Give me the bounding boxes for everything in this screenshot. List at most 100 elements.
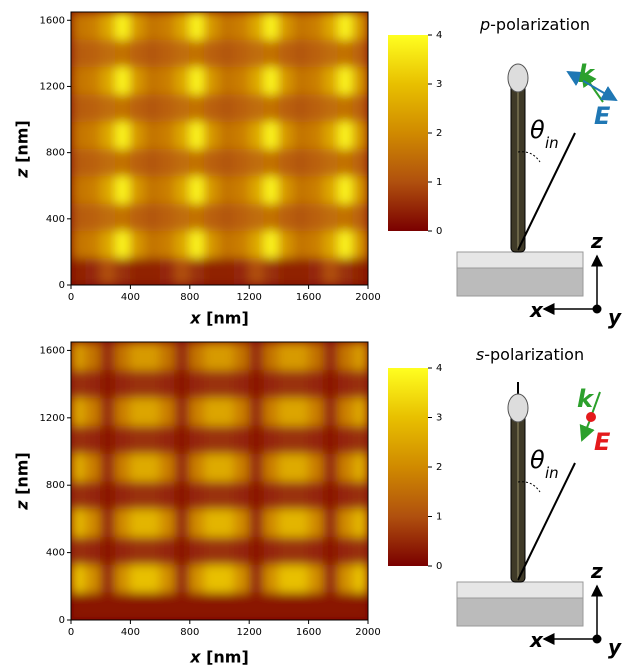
heatmap-cell — [308, 342, 324, 371]
heatmap-cell — [115, 230, 131, 258]
heatmap-cell — [234, 592, 250, 621]
heatmap-cell — [219, 230, 235, 258]
heatmap-cell — [204, 12, 220, 40]
heatmap-cell — [278, 175, 294, 203]
heatmap-cell — [308, 175, 324, 203]
heatmap-cell — [249, 230, 265, 258]
heatmap-cell — [219, 66, 235, 94]
diagram-title: s-polarization — [476, 345, 584, 364]
heatmap-cells — [71, 12, 369, 286]
heatmap-cell — [338, 369, 354, 398]
heatmap-cell — [308, 12, 324, 40]
heatmap-cell — [219, 397, 235, 426]
heatmap-cell — [323, 175, 339, 203]
heatmap-cell — [323, 39, 339, 67]
heatmap-cell — [353, 230, 369, 258]
heatmap-cell — [323, 536, 339, 565]
heatmap-cell — [100, 12, 116, 40]
heatmap-cell — [234, 508, 250, 537]
k-arrow-tail — [592, 392, 600, 414]
heatmap-cell — [85, 369, 101, 398]
heatmap-cell — [71, 203, 87, 231]
heatmap-cell — [264, 257, 280, 285]
heatmap-cell — [308, 230, 324, 258]
heatmap-cell — [323, 508, 339, 537]
heatmap-cell — [115, 66, 131, 94]
heatmap-cell — [130, 12, 146, 40]
heatmap-cell — [145, 536, 161, 565]
heatmap-cell — [264, 121, 280, 149]
heatmap-cell — [234, 481, 250, 510]
heatmap-cell — [308, 564, 324, 593]
heatmap-cell — [160, 12, 176, 40]
e-label: E — [594, 428, 611, 456]
heatmap-cell — [145, 175, 161, 203]
heatmap-cell — [71, 592, 87, 621]
heatmap-cell — [174, 342, 190, 371]
heatmap-cell — [189, 536, 205, 565]
heatmap-cell — [249, 203, 265, 231]
heatmap-cell — [130, 508, 146, 537]
heatmap-cell — [174, 592, 190, 621]
heatmap-cell — [278, 12, 294, 40]
y-tick-label: 0 — [59, 615, 65, 626]
heatmap-cell — [174, 66, 190, 94]
colorbar-tick-label: 1 — [436, 512, 442, 523]
heatmap-cell — [174, 453, 190, 482]
x-axis-label: x [nm] — [190, 309, 249, 328]
colorbar — [388, 35, 428, 231]
heatmap-cell — [145, 121, 161, 149]
y-axis-label: z [nm] — [13, 120, 32, 178]
heatmap-cell — [130, 369, 146, 398]
y-axis-label: z [nm] — [13, 452, 32, 510]
heatmap-cell — [85, 12, 101, 40]
heatmap-cell — [204, 203, 220, 231]
heatmap-cell — [130, 121, 146, 149]
heatmap-cell — [145, 508, 161, 537]
heatmap-cell — [338, 93, 354, 121]
heatmap-cell — [145, 203, 161, 231]
heatmap-cell — [204, 481, 220, 510]
heatmap-cell — [71, 175, 87, 203]
heatmap-cell — [189, 175, 205, 203]
heatmap-cell — [234, 257, 250, 285]
heatmap-cell — [353, 397, 369, 426]
heatmap-cell — [189, 66, 205, 94]
y-axis-dot — [593, 305, 602, 314]
heatmap-cell — [278, 536, 294, 565]
heatmap-cell — [308, 536, 324, 565]
k-label: k — [577, 385, 595, 413]
heatmap-cell — [174, 508, 190, 537]
heatmap-cell — [338, 508, 354, 537]
heatmap-cell — [204, 592, 220, 621]
heatmap-cell — [115, 148, 131, 176]
heatmap-cell — [100, 397, 116, 426]
heatmap-cell — [145, 342, 161, 371]
heatmap-cell — [174, 481, 190, 510]
heatmap-cell — [264, 12, 280, 40]
heatmap-cell — [189, 148, 205, 176]
heatmap-cell — [115, 592, 131, 621]
y-tick-label: 1600 — [40, 15, 65, 26]
colorbar-tick-label: 2 — [436, 462, 442, 473]
heatmap-cell — [323, 257, 339, 285]
heatmap-cell — [174, 369, 190, 398]
substrate — [457, 268, 583, 296]
heatmap-cell — [174, 536, 190, 565]
heatmap-cell — [189, 230, 205, 258]
heatmap-cell — [71, 536, 87, 565]
heatmap-cell — [219, 453, 235, 482]
heatmap-cell — [85, 481, 101, 510]
heatmap-cell — [160, 508, 176, 537]
heatmap-cell — [71, 93, 87, 121]
heatmap-cell — [189, 397, 205, 426]
heatmap-cell — [174, 121, 190, 149]
heatmap-cell — [100, 536, 116, 565]
heatmap-cell — [323, 453, 339, 482]
heatmap-cell — [249, 66, 265, 94]
heatmap-cell — [174, 12, 190, 40]
heatmap-cell — [234, 148, 250, 176]
heatmap-cell — [264, 536, 280, 565]
heatmap-cell — [293, 12, 309, 40]
heatmap-cell — [264, 175, 280, 203]
